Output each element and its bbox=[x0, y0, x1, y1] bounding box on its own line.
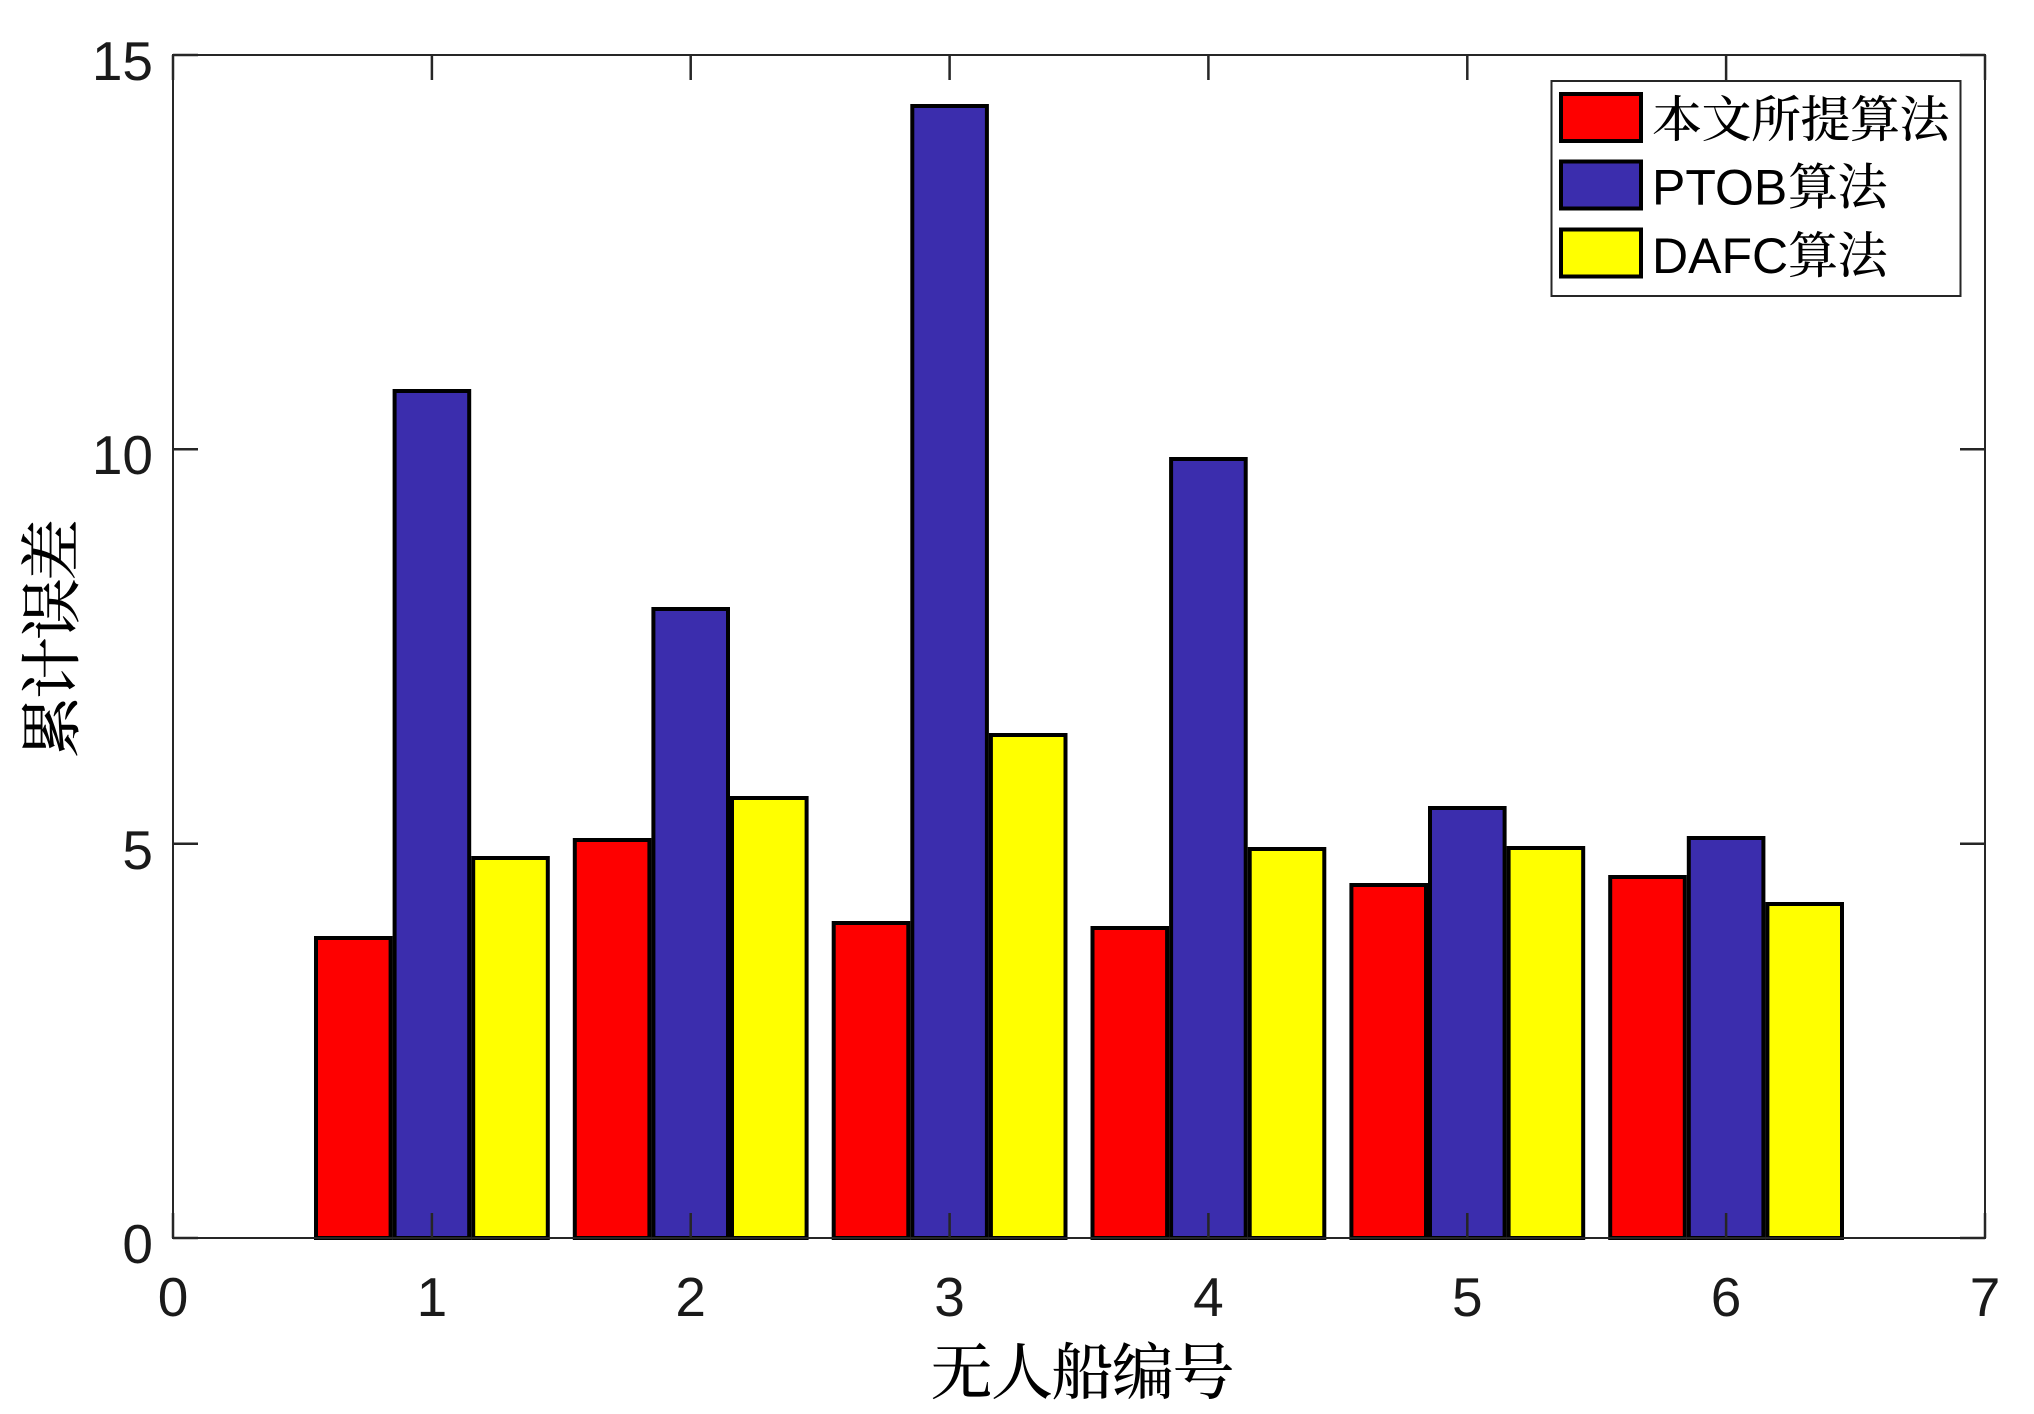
svg-text:15: 15 bbox=[92, 30, 153, 92]
svg-text:5: 5 bbox=[122, 819, 153, 881]
svg-text:2: 2 bbox=[675, 1266, 706, 1328]
svg-text:0: 0 bbox=[122, 1213, 153, 1275]
svg-text:5: 5 bbox=[1452, 1266, 1483, 1328]
svg-text:6: 6 bbox=[1711, 1266, 1742, 1328]
svg-text:1: 1 bbox=[417, 1266, 448, 1328]
svg-text:4: 4 bbox=[1193, 1266, 1224, 1328]
svg-text:10: 10 bbox=[92, 424, 153, 486]
svg-text:0: 0 bbox=[158, 1266, 189, 1328]
svg-text:3: 3 bbox=[934, 1266, 965, 1328]
svg-text:7: 7 bbox=[1970, 1266, 2001, 1328]
svg-text:PTOB: PTOB bbox=[1652, 160, 1787, 216]
svg-text:DAFC: DAFC bbox=[1652, 228, 1788, 284]
